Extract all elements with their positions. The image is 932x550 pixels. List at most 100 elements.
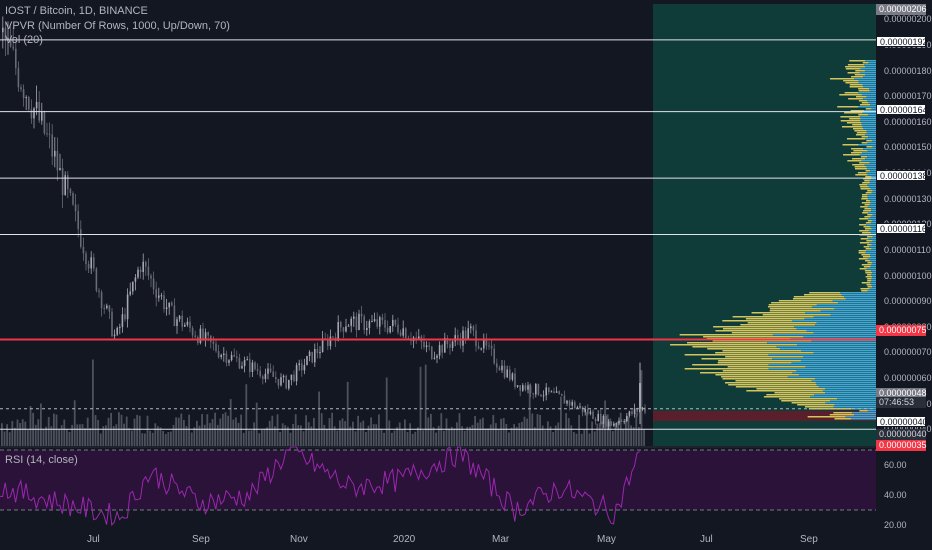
time-axis-label: Nov xyxy=(290,534,308,545)
candle-body xyxy=(207,332,209,336)
vpvr-row-down xyxy=(856,96,867,98)
candle-body xyxy=(285,375,287,389)
vpvr-row-up xyxy=(864,110,876,112)
rsi-legend[interactable]: RSI (14, close) xyxy=(5,454,78,466)
volume-bar xyxy=(560,396,562,446)
vpvr-row-down xyxy=(715,374,799,376)
volume-bar xyxy=(461,426,463,446)
candle-body xyxy=(568,400,571,406)
vpvr-row-down xyxy=(850,152,863,154)
vpvr-row-down xyxy=(722,350,802,352)
vpvr-row-up xyxy=(871,274,876,276)
price-axis-label: 0.00000070 xyxy=(884,347,932,358)
vpvr-row-down xyxy=(859,242,870,244)
volume-bar xyxy=(575,433,578,446)
candle-body xyxy=(98,290,100,293)
vpvr-row-down xyxy=(687,342,768,344)
vpvr-row-down xyxy=(864,204,870,206)
volume-bar xyxy=(580,433,583,446)
vpvr-row-up xyxy=(768,354,876,356)
volume-bar xyxy=(359,422,362,446)
vpvr-legend[interactable]: VPVR (Number Of Rows, 1000, Up/Down, 70) xyxy=(5,20,230,32)
vpvr-row-down xyxy=(864,180,870,182)
volume-legend[interactable]: Vol (20) xyxy=(5,34,43,46)
volume-bar xyxy=(523,416,526,446)
price-tag: 0.00000206 xyxy=(876,4,927,15)
candle-body xyxy=(626,415,628,422)
candle-body xyxy=(386,327,389,333)
candle-body xyxy=(264,373,267,380)
vpvr-row-down xyxy=(848,98,864,100)
candle-body xyxy=(150,275,152,279)
rsi-band xyxy=(0,450,876,510)
candle-body xyxy=(160,295,163,297)
vpvr-row-down xyxy=(853,150,868,152)
volume-bar xyxy=(120,414,123,446)
volume-bar xyxy=(479,419,482,446)
candle-body xyxy=(514,373,516,387)
volume-bar xyxy=(593,431,596,446)
time-axis-label: Jul xyxy=(87,534,100,545)
vpvr-row-down xyxy=(727,366,806,368)
candle-body xyxy=(119,327,121,329)
volume-bar xyxy=(489,424,492,446)
candle-body xyxy=(15,48,17,69)
symbol-legend[interactable]: IOST / Bitcoin, 1D, BINANCE xyxy=(5,5,148,17)
candle-body xyxy=(314,349,316,363)
volume-bar xyxy=(554,425,557,446)
volume-bar xyxy=(289,432,292,446)
candle-body xyxy=(12,46,14,49)
vpvr-row-up xyxy=(872,214,876,216)
vpvr-row-down xyxy=(846,122,862,124)
vpvr-row-up xyxy=(867,290,876,292)
candle-body xyxy=(241,366,243,369)
volume-bar xyxy=(209,423,211,446)
volume-bar xyxy=(547,421,549,446)
vpvr-row-down xyxy=(859,268,867,270)
vpvr-row-up xyxy=(813,332,876,334)
candle-body xyxy=(124,314,126,320)
volume-bar xyxy=(513,424,515,446)
candle-body xyxy=(90,257,92,269)
candle-body xyxy=(358,313,360,331)
price-axis-bg xyxy=(876,0,932,550)
volume-bar xyxy=(630,425,632,446)
volume-bar xyxy=(274,426,276,446)
volume-bar xyxy=(138,415,141,446)
vpvr-row-up xyxy=(872,276,876,278)
volume-bar xyxy=(521,421,523,446)
vpvr-row-down xyxy=(679,334,773,336)
volume-bar xyxy=(55,414,58,446)
candle-body xyxy=(381,317,384,321)
volume-bar xyxy=(216,424,219,446)
volume-bar xyxy=(40,403,42,446)
price-tag: 0.00000040 xyxy=(876,429,927,440)
vpvr-row-up xyxy=(861,122,876,124)
volume-bar xyxy=(196,420,198,446)
volume-bar xyxy=(310,426,313,446)
vpvr-row-down xyxy=(747,322,817,324)
volume-bar xyxy=(297,425,300,446)
candle-body xyxy=(30,109,33,119)
vpvr-row-up xyxy=(797,344,876,346)
candle-body xyxy=(425,345,428,348)
vpvr-row-up xyxy=(867,150,876,152)
vpvr-row-up xyxy=(812,306,876,308)
candle-body xyxy=(64,175,66,196)
volume-bar xyxy=(346,381,349,446)
volume-bar xyxy=(198,425,201,446)
vpvr-row-down xyxy=(860,186,869,188)
volume-bar xyxy=(466,426,469,446)
candle-body xyxy=(610,421,612,426)
price-axis-label: 0.00000150 xyxy=(884,142,932,153)
candle-body xyxy=(384,320,386,328)
volume-bar xyxy=(622,428,625,446)
candle-body xyxy=(579,406,581,408)
vpvr-row-up xyxy=(791,320,876,322)
volume-bar xyxy=(435,432,437,446)
candle-body xyxy=(345,326,347,332)
volume-bar xyxy=(315,428,318,446)
volume-bar xyxy=(401,429,404,446)
candle-body xyxy=(631,411,633,414)
